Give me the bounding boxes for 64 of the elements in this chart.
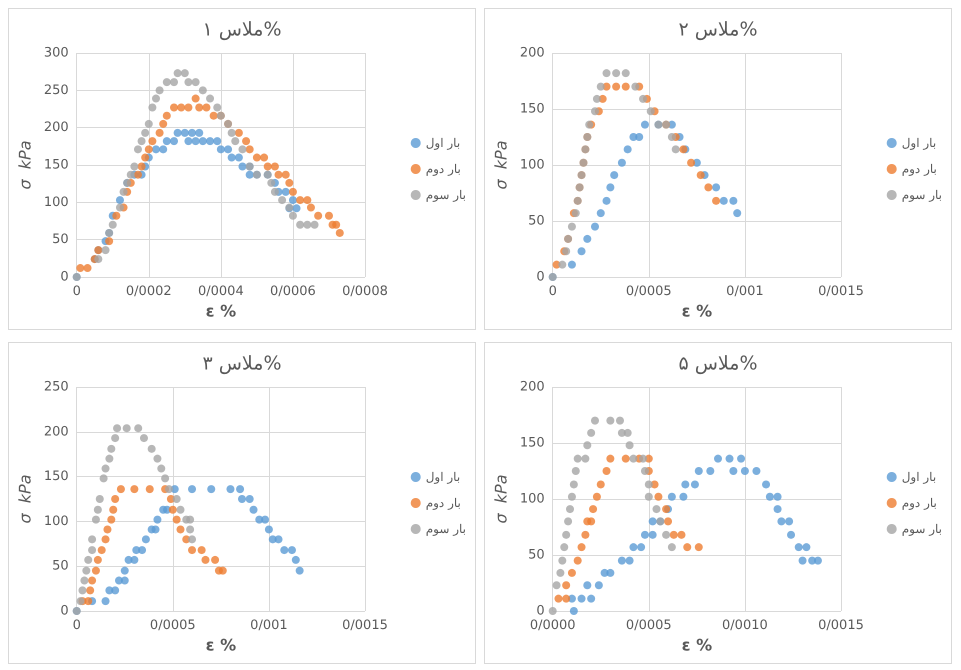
y-tick-label: 100	[44, 514, 69, 529]
x-tick-label: 0/0000	[530, 618, 576, 633]
x-tick-label: 0/001	[250, 618, 288, 633]
y-tick-label: 200	[520, 46, 545, 60]
y-tick-label: 200	[520, 380, 545, 394]
legend-label: بار دوم	[426, 496, 461, 510]
y-tick-label: 150	[520, 102, 545, 116]
legend-label: بار اول	[902, 470, 936, 484]
x-tick-label: 0/0015	[818, 618, 864, 633]
x-tick-label: 0/001	[726, 284, 764, 299]
x-tick-label: 0/0010	[722, 618, 768, 633]
x-tick-label: 0	[548, 284, 557, 299]
y-axis-title: σ kPa	[492, 474, 510, 524]
y-tick-label: 100	[44, 194, 69, 210]
x-tick-label: 0	[72, 618, 81, 633]
legend-label: بار اول	[426, 470, 460, 484]
y-axis-title: σ kPa	[16, 474, 34, 524]
y-tick-label: 150	[520, 436, 545, 450]
x-tick-label: 0/0015	[342, 618, 388, 633]
y-tick-label: 150	[44, 158, 69, 172]
y-axis-title: σ kPa	[492, 140, 510, 190]
chart-title: ملاس ۱%	[202, 18, 282, 40]
x-tick-label: 0/0005	[626, 618, 672, 633]
y-tick-label: 50	[528, 548, 545, 562]
legend-label: بار سوم	[426, 522, 466, 536]
x-tick-label: 0/0005	[150, 618, 196, 633]
legend-label: بار سوم	[902, 188, 942, 202]
y-tick-label: 0	[60, 270, 69, 284]
legend-label: بار سوم	[902, 522, 942, 536]
y-tick-label: 0	[536, 604, 545, 618]
y-axis-title: σ kPa	[16, 140, 34, 190]
x-tick-label: 0/0008	[342, 284, 388, 299]
x-axis-title: ε %	[206, 302, 236, 320]
x-tick-label: 0/0002	[126, 284, 172, 299]
x-axis-title: ε %	[682, 302, 712, 320]
x-tick-label: 0/0015	[818, 284, 864, 299]
legend-label: بار سوم	[426, 188, 466, 202]
y-tick-label: 250	[44, 380, 69, 394]
y-tick-label: 200	[44, 424, 69, 440]
legend-label: بار اول	[426, 136, 460, 150]
y-tick-label: 50	[528, 214, 545, 228]
y-tick-label: 100	[520, 492, 545, 506]
y-tick-label: 150	[44, 469, 69, 484]
y-tick-label: 300	[44, 46, 69, 60]
y-tick-label: 250	[44, 82, 69, 98]
y-tick-label: 50	[52, 558, 69, 574]
x-axis-title: ε %	[682, 636, 712, 654]
chart-title: ملاس ۵%	[678, 352, 758, 374]
x-tick-label: 0/0005	[626, 284, 672, 299]
legend-label: بار دوم	[902, 162, 937, 176]
legend-label: بار دوم	[902, 496, 937, 510]
x-tick-label: 0/0006	[270, 284, 316, 299]
y-tick-label: 0	[536, 270, 545, 284]
x-tick-label: 0/0004	[198, 284, 244, 299]
y-tick-label: 0	[60, 604, 69, 618]
y-tick-label: 50	[52, 232, 69, 248]
legend-label: بار دوم	[426, 162, 461, 176]
x-axis-title: ε %	[206, 636, 236, 654]
chart-title: ملاس ۳%	[202, 352, 282, 374]
legend-label: بار اول	[902, 136, 936, 150]
y-tick-label: 200	[44, 120, 69, 136]
y-tick-label: 100	[520, 158, 545, 172]
x-tick-label: 0	[72, 284, 81, 299]
chart-title: ملاس ۲%	[678, 18, 758, 40]
